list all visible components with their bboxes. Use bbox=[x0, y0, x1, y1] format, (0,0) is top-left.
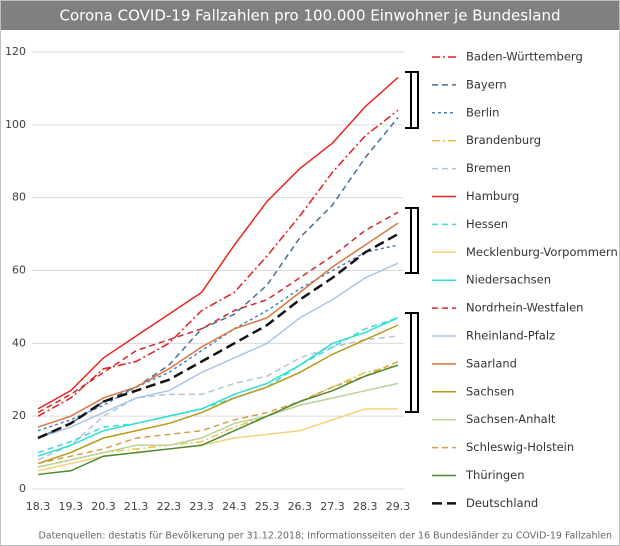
x-tick-label: 22.3 bbox=[157, 500, 182, 513]
series-line bbox=[37, 317, 399, 454]
bracket bbox=[405, 207, 419, 274]
legend-label: Baden-Württemberg bbox=[466, 50, 583, 64]
x-tick-label: 25.3 bbox=[255, 500, 280, 513]
legend-label: Rheinland-Pfalz bbox=[466, 329, 555, 343]
series-line bbox=[37, 262, 399, 439]
series-line bbox=[37, 317, 399, 457]
legend-label: Schleswig-Holstein bbox=[466, 440, 574, 454]
y-tick-label: 20 bbox=[12, 409, 26, 422]
x-tick-label: 26.3 bbox=[288, 500, 313, 513]
x-tick-label: 24.3 bbox=[222, 500, 247, 513]
x-tick-label: 19.3 bbox=[58, 500, 83, 513]
legend-label: Berlin bbox=[466, 105, 499, 119]
legend-label: Hamburg bbox=[466, 189, 519, 203]
series-line bbox=[37, 232, 399, 440]
legend-label: Deutschland bbox=[466, 496, 538, 510]
y-tick-label: 80 bbox=[12, 191, 26, 204]
x-tick-label: 23.3 bbox=[189, 500, 214, 513]
bracket bbox=[405, 312, 419, 413]
legend-label: Thüringen bbox=[465, 468, 524, 482]
x-tick-label: 21.3 bbox=[124, 500, 149, 513]
bracket bbox=[405, 71, 419, 129]
y-tick-label: 100 bbox=[5, 118, 26, 131]
series-line bbox=[37, 335, 399, 461]
series-line bbox=[37, 222, 399, 428]
series-line bbox=[37, 324, 399, 465]
series-line bbox=[37, 364, 399, 476]
title-bar bbox=[1, 1, 619, 30]
legend-label: Niedersachsen bbox=[466, 273, 551, 287]
legend-label: Sachsen-Anhalt bbox=[466, 412, 556, 426]
y-tick-label: 60 bbox=[12, 264, 26, 277]
series-line bbox=[37, 364, 399, 468]
x-tick-label: 27.3 bbox=[320, 500, 345, 513]
y-tick-label: 120 bbox=[5, 45, 26, 58]
x-tick-label: 28.3 bbox=[353, 500, 378, 513]
x-tick-label: 20.3 bbox=[91, 500, 116, 513]
y-tick-label: 0 bbox=[19, 482, 26, 495]
legend-label: Saarland bbox=[466, 356, 517, 370]
legend-label: Mecklenburg-Vorpommern bbox=[466, 245, 618, 259]
series-line bbox=[37, 211, 399, 414]
legend-label: Brandenburg bbox=[466, 133, 541, 147]
series-line bbox=[37, 76, 399, 410]
series-line bbox=[37, 382, 399, 468]
source-note: Datenquellen: destatis für Bevölkerung p… bbox=[38, 531, 612, 542]
series-line bbox=[37, 117, 399, 439]
series-line bbox=[37, 408, 398, 472]
series-line bbox=[37, 360, 399, 465]
chart-title: Corona COVID-19 Fallzahlen pro 100.000 E… bbox=[60, 7, 561, 25]
x-tick-label: 29.3 bbox=[386, 500, 411, 513]
legend-label: Sachsen bbox=[466, 384, 514, 398]
legend-label: Nordrhein-Westfalen bbox=[466, 301, 583, 315]
y-tick-label: 40 bbox=[12, 336, 26, 349]
legend-label: Bayern bbox=[466, 77, 507, 91]
series-line bbox=[37, 244, 399, 432]
x-tick-label: 18.3 bbox=[26, 500, 51, 513]
legend-label: Bremen bbox=[466, 161, 511, 175]
legend-label: Hessen bbox=[466, 217, 508, 231]
brackets bbox=[405, 71, 419, 413]
